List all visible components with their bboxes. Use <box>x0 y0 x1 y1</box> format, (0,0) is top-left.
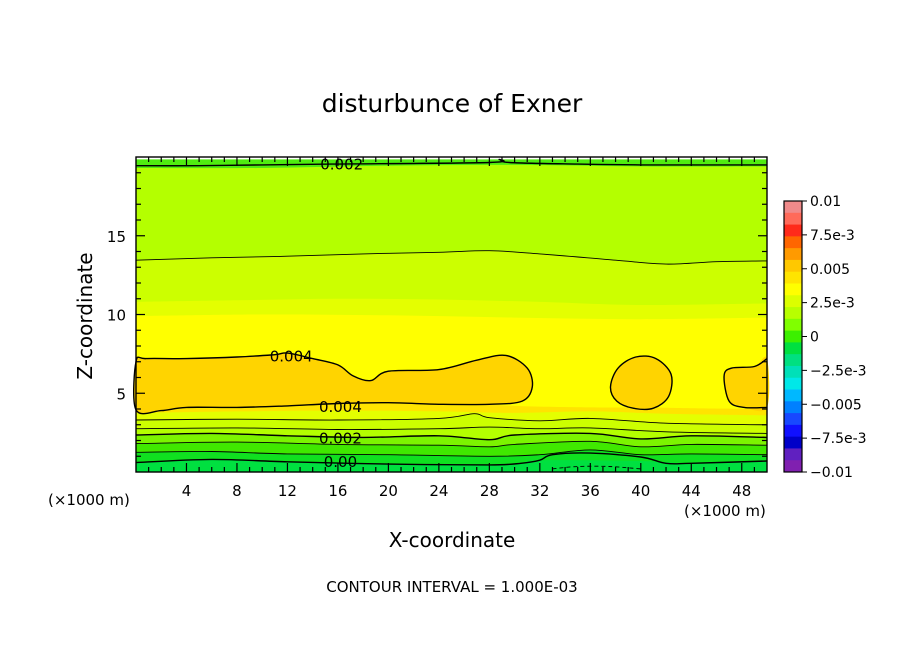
colorbar-swatch <box>784 295 802 308</box>
x-tick-label: 8 <box>232 482 242 500</box>
contour-line-1 <box>135 250 768 265</box>
contour-line-2 <box>133 352 534 415</box>
colorbar-swatch <box>784 307 802 320</box>
colorbar-labels: 0.01 7.5e-3 0.005 2.5e-3 0 −2.5e-3 −0.005 −7.5e… <box>802 194 867 481</box>
contour-fill-layer <box>133 159 770 473</box>
colorbar-swatch <box>784 318 802 332</box>
colorbar-swatch <box>784 401 802 414</box>
colorbar-label: 0.01 <box>810 194 841 210</box>
contour-label-1: 0.004 <box>270 347 313 365</box>
contour-line-6 <box>135 426 768 434</box>
colorbar-swatch <box>784 424 802 438</box>
colorbar-swatch <box>784 201 802 214</box>
colorbar-swatch <box>784 283 802 296</box>
x-tick-label: 40 <box>631 482 650 500</box>
contour-line-0 <box>135 158 768 167</box>
colorbar-label: 2.5e-3 <box>810 296 855 312</box>
colorbar-label: −0.01 <box>810 465 853 481</box>
contour-label-0: 0.002 <box>320 155 363 173</box>
x-tick-label: 44 <box>682 482 701 500</box>
colorbar-label: 7.5e-3 <box>810 228 855 244</box>
x-unit-right: (×1000 m) <box>684 502 766 520</box>
y-tick-label: 10 <box>107 307 126 325</box>
y-axis-label: Z-coordinate <box>73 252 97 379</box>
colorbar-swatch <box>784 389 802 402</box>
fill-blob-2 <box>724 356 770 412</box>
x-tick-label: 4 <box>182 482 192 500</box>
colorbar-label: −7.5e-3 <box>810 431 867 447</box>
contour-line-9 <box>135 449 768 457</box>
x-tick-label: 36 <box>581 482 600 500</box>
colorbar-swatch <box>784 224 802 237</box>
contour-line-layer <box>133 158 768 470</box>
colorbar-swatch <box>784 354 802 367</box>
colorbar-swatch <box>784 365 802 379</box>
contour-line-3 <box>609 355 673 411</box>
colorbar-swatch <box>784 342 802 355</box>
contour-line-5 <box>135 413 768 426</box>
contour-label-3: 0.002 <box>319 429 362 447</box>
x-tick-label: 12 <box>278 482 297 500</box>
contour-line-7 <box>135 432 768 441</box>
y-tick-label: 5 <box>116 385 126 403</box>
contour-line-4 <box>723 358 768 409</box>
x-unit-left: (×1000 m) <box>48 491 130 509</box>
contour-label-2: 0.004 <box>319 398 362 416</box>
colorbar-swatch <box>784 460 802 473</box>
colorbar-swatch <box>784 330 802 343</box>
colorbar-swatch <box>784 259 802 273</box>
x-tick-label: 48 <box>732 482 751 500</box>
contour-line-10 <box>135 452 768 466</box>
colorbar-label: −0.005 <box>810 397 862 413</box>
colorbar-swatch <box>784 212 802 225</box>
contour-line-8 <box>135 440 768 448</box>
colorbar-label: 0.005 <box>810 262 850 278</box>
contour-interval-footer: CONTOUR INTERVAL = 1.000E-03 <box>326 578 577 596</box>
x-tick-label: 20 <box>379 482 398 500</box>
x-tick-label: 24 <box>429 482 448 500</box>
colorbar-swatch <box>784 236 802 249</box>
contour-label-layer: 0.002 0.004 0.004 0.002 0.00 <box>270 155 363 471</box>
x-tick-labels: 4 8 12 16 20 24 28 32 36 40 44 48 <box>182 482 752 500</box>
colorbar-swatch <box>784 413 802 426</box>
chart-title: disturbunce of Exner <box>322 89 583 118</box>
y-tick-labels: 5 10 15 <box>107 228 126 404</box>
contour-label-4: 0.00 <box>324 453 357 471</box>
contour-line-11 <box>552 465 641 470</box>
fill-blob-1 <box>610 356 673 410</box>
axis-tick-layer <box>136 157 767 472</box>
colorbar <box>783 200 803 473</box>
x-tick-label: 28 <box>480 482 499 500</box>
y-tick-label: 15 <box>107 228 126 246</box>
fill-blob-0 <box>133 352 533 414</box>
colorbar-label: −2.5e-3 <box>810 363 867 379</box>
colorbar-label: 0 <box>810 330 819 346</box>
colorbar-swatch <box>784 248 802 261</box>
colorbar-swatch <box>784 271 802 284</box>
x-tick-label: 32 <box>530 482 549 500</box>
x-axis-label: X-coordinate <box>389 528 516 552</box>
x-tick-label: 16 <box>328 482 347 500</box>
colorbar-swatch <box>784 436 802 449</box>
colorbar-swatch <box>784 448 802 461</box>
colorbar-swatch <box>784 377 802 390</box>
